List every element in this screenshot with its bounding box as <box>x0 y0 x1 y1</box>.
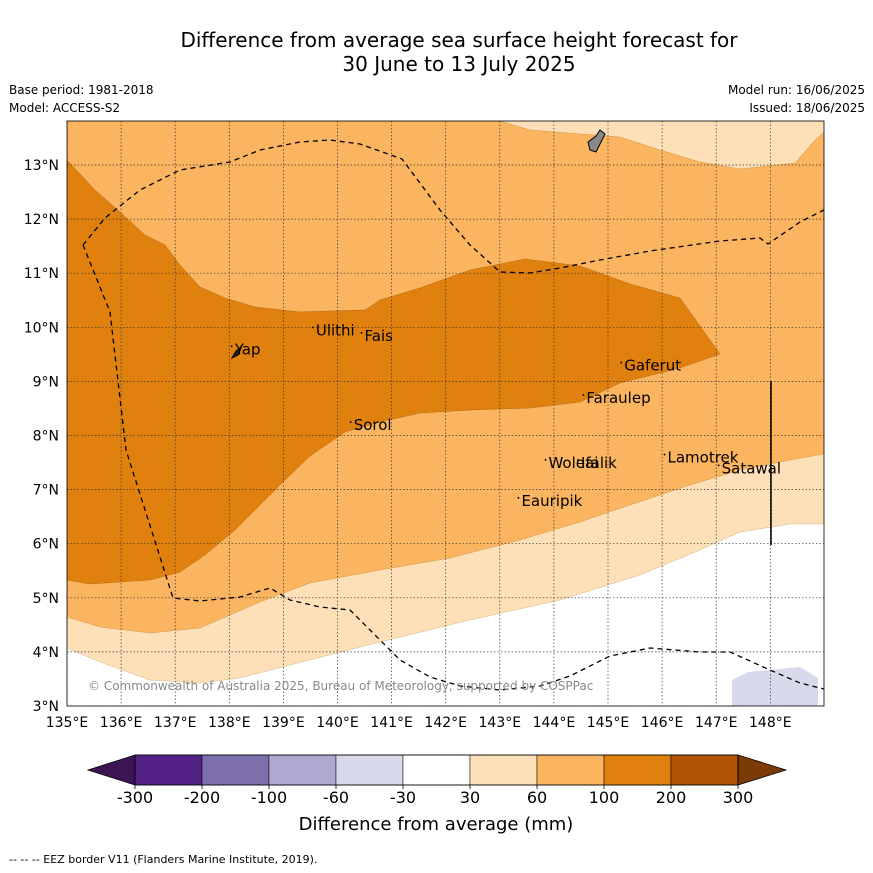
gridlines <box>67 121 824 706</box>
lon-tick-label: 137°E <box>154 715 197 731</box>
lon-tick-label: 142°E <box>424 715 467 731</box>
band-neg-60-30 <box>732 667 818 706</box>
place-marker <box>620 361 623 364</box>
place-marker <box>311 326 314 329</box>
meta-left: Base period: 1981-2018 Model: ACCESS-S2 <box>9 81 154 117</box>
place-marker <box>360 331 363 334</box>
lon-tick-label: 141°E <box>370 715 413 731</box>
colorbar-segment <box>402 754 471 786</box>
colorbar-tick-label: -100 <box>251 788 287 807</box>
lat-tick-label: 7°N <box>33 483 59 499</box>
map-frame <box>66 120 825 707</box>
lon-tick-label: 146°E <box>641 715 684 731</box>
lon-tick-label: 144°E <box>533 715 576 731</box>
colorbar-segment <box>469 754 538 786</box>
place-label: Woleai <box>548 454 598 472</box>
lon-tick-label: 148°E <box>749 715 792 731</box>
colorbar-tick-label: -30 <box>390 788 416 807</box>
band-100-200 <box>67 159 721 585</box>
lat-tick-labels: 3°N 4°N 5°N 6°N 7°N 8°N 9°N 10°N 11°N 12°N 13°N <box>24 158 59 715</box>
lat-tick-label: 4°N <box>33 645 59 661</box>
colorbar-segment <box>268 754 337 786</box>
place-label: Gaferut <box>624 357 681 375</box>
model-label: Model: ACCESS-S2 <box>9 101 121 115</box>
eez-footnote: -- -- -- EEZ border V11 (Flanders Marine… <box>9 853 318 866</box>
colorbar-tick-label: 200 <box>656 788 687 807</box>
guam-island <box>587 129 606 153</box>
base-period-label: Base period: 1981-2018 <box>9 83 154 97</box>
lon-tick-label: 147°E <box>695 715 738 731</box>
model-run-label: Model run: 16/06/2025 <box>727 83 865 97</box>
colorbar: -300 -200 -100 -60 -30 30 60 100 200 300 <box>86 754 788 807</box>
meta-right: Model run: 16/06/2025 Issued: 18/06/2025 <box>728 81 865 117</box>
place-label: Eauripik <box>521 492 582 510</box>
lon-tick-label: 135°E <box>46 715 89 731</box>
colorbar-segment <box>134 754 203 786</box>
colorbar-tick-label: -200 <box>184 788 220 807</box>
place-label: Yap <box>234 340 261 358</box>
copyright-text: © Commonwealth of Australia 2025, Bureau… <box>88 679 593 693</box>
lon-tick-label: 139°E <box>262 715 305 731</box>
colorbar-segment <box>201 754 270 786</box>
map-plot-area: Yap Ulithi Fais Gaferut Faraulep Sorol WoleaiI… <box>67 121 824 706</box>
place-marker <box>230 345 233 348</box>
yap-island <box>230 346 243 360</box>
title-line-2: 30 June to 13 July 2025 <box>342 52 576 76</box>
colorbar-tick-label: 30 <box>460 788 480 807</box>
colorbar-low-arrow <box>86 754 136 786</box>
place-label: Satawal <box>722 459 781 477</box>
place-label: Ulithi <box>316 321 355 339</box>
place-label: Lamotrek <box>668 449 739 467</box>
lon-tick-label: 143°E <box>479 715 522 731</box>
place-marker <box>717 464 720 467</box>
lon-tick-label: 136°E <box>100 715 143 731</box>
lat-tick-label: 12°N <box>24 212 59 228</box>
lon-tick-label: 138°E <box>208 715 251 731</box>
place-marker <box>577 459 579 461</box>
place-label: Ifalik <box>581 454 617 472</box>
colorbar-tick-label: -300 <box>117 788 153 807</box>
place-label: Sorol <box>354 416 392 434</box>
lat-tick-label: 5°N <box>33 591 59 607</box>
place-marker <box>517 496 520 499</box>
place-marker <box>582 394 585 396</box>
place-marker <box>544 459 547 461</box>
place-labels: Yap Ulithi Fais Gaferut Faraulep Sorol WoleaiI… <box>230 321 781 510</box>
colorbar-tick-label: 300 <box>723 788 754 807</box>
lon-tick-label: 145°E <box>587 715 630 731</box>
colorbar-segment <box>536 754 605 786</box>
lat-tick-label: 9°N <box>33 374 59 390</box>
colorbar-segment <box>335 754 404 786</box>
colorbar-tick-label: 60 <box>527 788 547 807</box>
place-label: Faraulep <box>586 389 650 407</box>
lat-tick-label: 13°N <box>24 158 59 174</box>
colorbar-segment <box>603 754 672 786</box>
title-line-1: Difference from average sea surface heig… <box>180 28 738 52</box>
eez-border <box>82 244 824 691</box>
colorbar-tick-label: 100 <box>589 788 620 807</box>
issued-label: Issued: 18/06/2025 <box>749 101 865 115</box>
lon-tick-labels: 135°E 136°E 137°E 138°E 139°E 140°E 141°E 142°E… <box>46 715 792 731</box>
lon-tick-label: 140°E <box>316 715 359 731</box>
colorbar-high-arrow <box>737 754 788 786</box>
lat-tick-label: 11°N <box>24 266 59 282</box>
lat-tick-label: 10°N <box>24 320 59 336</box>
lat-tick-label: 6°N <box>33 537 59 553</box>
legend-title: Difference from average (mm) <box>299 814 574 835</box>
place-marker <box>663 453 666 456</box>
place-label: Fais <box>365 327 394 345</box>
colorbar-tick-label: -60 <box>323 788 349 807</box>
lat-tick-label: 3°N <box>33 699 59 715</box>
colorbar-segment <box>670 754 739 786</box>
map-title: Difference from average sea surface heig… <box>0 28 873 76</box>
colorbar-frame <box>134 754 739 786</box>
lat-tick-label: 8°N <box>33 429 59 445</box>
place-marker <box>349 421 352 423</box>
